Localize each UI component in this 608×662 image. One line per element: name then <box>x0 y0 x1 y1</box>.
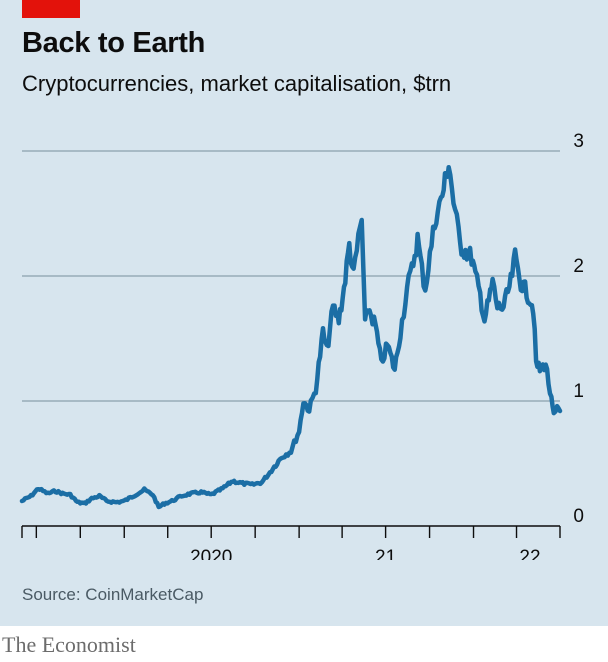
y-tick-label: 3 <box>573 131 584 152</box>
y-tick-labels: 0 1 2 3 <box>573 131 584 527</box>
line-chart: 0 1 2 3 2020 21 22 <box>19 131 584 560</box>
gridlines <box>22 150 560 402</box>
chart-panel: Back to Earth Cryptocurrencies, market c… <box>0 0 608 626</box>
market-cap-series-line <box>19 164 563 510</box>
x-axis: 2020 21 22 <box>21 525 561 560</box>
y-tick-label: 0 <box>573 506 584 527</box>
x-tick-label: 22 <box>519 547 540 560</box>
y-tick-label: 1 <box>573 381 584 402</box>
chart-title: Back to Earth <box>22 27 206 59</box>
chart-subtitle: Cryptocurrencies, market capitalisation,… <box>22 71 452 96</box>
economist-red-tag <box>22 0 80 18</box>
x-tick-label: 21 <box>375 547 396 560</box>
y-tick-label: 2 <box>573 256 584 277</box>
series-layer <box>19 164 563 510</box>
x-tick-label: 2020 <box>190 547 232 560</box>
economist-brand: The Economist <box>2 632 136 657</box>
source-note: Source: CoinMarketCap <box>22 585 204 604</box>
